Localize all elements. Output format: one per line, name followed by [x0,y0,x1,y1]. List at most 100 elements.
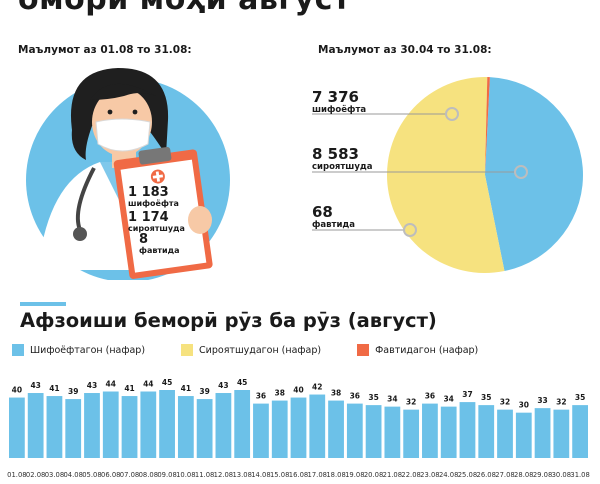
bar-value-label: 37 [462,390,472,399]
bar-16.08 [290,397,307,458]
bar-03.08 [46,396,63,458]
bar-value-label: 35 [368,393,378,402]
left-recovered-value: 1 183 [128,185,169,200]
bar-category-label: 23.08 [420,471,439,479]
bar-category-label: 05.08 [82,471,101,479]
left-deaths-value: 8 [139,232,149,247]
bar-category-label: 30.08 [552,471,571,479]
bar-13.08 [234,390,251,458]
bar-value-label: 39 [199,387,209,396]
bar-category-label: 12.08 [214,471,233,479]
bar-category-label: 29.08 [533,471,552,479]
bar-21.08 [384,406,401,458]
bar-14.08 [253,403,269,458]
bar-legend: Шифоёфтагон (нафар) Сироятшудагон (нафар… [12,342,514,358]
bar-value-label: 44 [106,380,116,389]
bar-category-label: 04.08 [63,471,82,479]
bar-value-label: 45 [237,378,247,387]
bar-category-label: 14.08 [251,471,270,479]
bar-25.08 [459,402,476,458]
bar-category-label: 31.08 [570,471,589,479]
bar-value-label: 36 [425,392,435,401]
bar-26.08 [478,405,495,458]
bar-04.08 [65,399,82,458]
bar-category-label: 21.08 [383,471,402,479]
bar-08.08 [140,391,157,458]
legend-label-recovered: Шифоёфтагон (нафар) [30,344,146,356]
bar-category-label: 10.08 [176,471,195,479]
bar-category-label: 08.08 [139,471,158,479]
bar-19.08 [346,403,363,458]
right-period-label: Маълумот аз 30.04 то 31.08: [318,44,492,56]
bar-value-label: 44 [143,380,153,389]
bar-23.08 [422,403,438,458]
bar-value-label: 34 [387,395,397,404]
bar-category-label: 19.08 [345,471,364,479]
right-stat-infected: 8 583 сироятшуда [312,145,373,173]
bar-chart-title: Афзоиши беморӣ рӯз ба рӯз (август) [20,309,437,332]
right-stat-recovered: 7 376 шифоёфта [312,90,367,116]
bar-10.08 [177,396,194,458]
bar-value-label: 32 [500,398,510,407]
bar-category-label: 27.08 [495,471,514,479]
bar-category-label: 01.08 [7,471,26,479]
bar-17.08 [309,394,326,458]
bar-01.08 [9,397,25,458]
bar-31.08 [572,405,588,458]
bar-30.08 [553,409,570,458]
right-recovered-label: шифоёфта [312,105,367,115]
bar-07.08 [121,396,138,458]
bar-20.08 [365,405,382,458]
bar-value-label: 41 [181,384,191,393]
bar-value-label: 41 [124,384,134,393]
bar-value-label: 36 [350,392,360,401]
right-stat-deaths: 68 фавтида [312,205,356,231]
bar-28.08 [515,412,532,458]
clipboard [113,147,213,279]
bar-value-label: 34 [443,395,453,404]
bar-value-label: 36 [256,392,266,401]
bar-category-label: 11.08 [195,471,214,479]
section-accent-line [20,302,66,306]
bar-category-label: 25.08 [458,471,477,479]
bar-value-label: 35 [575,393,585,402]
bar-category-label: 07.08 [120,471,139,479]
legend-item-recovered: Шифоёфтагон (нафар) [12,344,145,356]
doctor-illustration [26,68,230,280]
pie-marker-2 [403,223,417,237]
bar-value-label: 39 [68,387,78,396]
bar-value-label: 42 [312,383,322,392]
bar-value-label: 30 [519,401,529,410]
bar-category-label: 22.08 [401,471,420,479]
legend-swatch-infected [181,344,194,356]
page-title: омори моҳи август [18,0,351,17]
bar-category-label: 24.08 [439,471,458,479]
bar-22.08 [403,409,420,458]
bar-value-label: 40 [293,386,303,395]
bar-value-label: 32 [406,398,416,407]
right-infected-value: 8 583 [312,145,359,163]
bar-06.08 [102,391,119,458]
doctor-hand [188,206,212,234]
legend-swatch-deaths [357,344,370,356]
bar-category-label: 20.08 [364,471,383,479]
stethoscope-icon [75,167,96,231]
pie-marker-1 [514,165,528,179]
legend-item-infected: Сироятшудагон (нафар) [181,344,321,356]
left-period-label: Маълумот аз 01.08 то 31.08: [18,44,192,56]
pie-marker-0 [445,107,459,121]
right-infected-label: сироятшуда [312,162,373,172]
right-deaths-label: фавтида [312,220,356,230]
bar-09.08 [159,390,175,458]
face-mask [95,118,151,152]
bar-category-label: 18.08 [326,471,345,479]
bar-category-label: 17.08 [308,471,327,479]
bar-value-label: 33 [537,396,547,405]
bar-value-label: 32 [556,398,566,407]
bar-11.08 [196,399,213,458]
legend-item-deaths: Фавтидагон (нафар) [357,344,478,356]
bar-05.08 [84,393,100,458]
pie-slice-1 [387,77,505,273]
left-infected-label: сироятшуда [128,224,185,233]
bar-24.08 [440,406,457,458]
